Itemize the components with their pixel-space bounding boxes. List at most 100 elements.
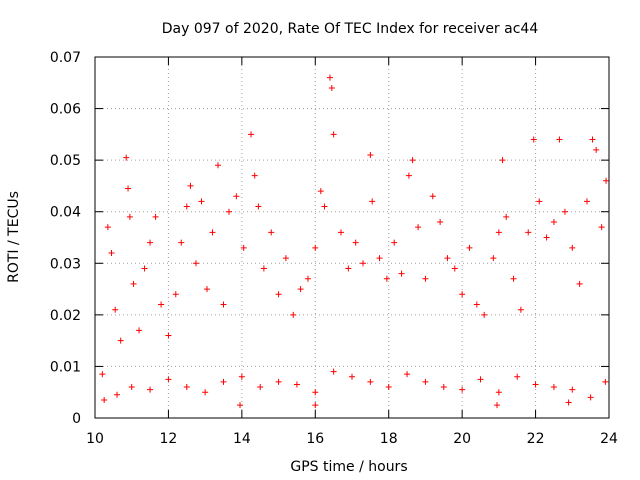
data-point xyxy=(304,275,311,282)
data-point xyxy=(147,239,154,246)
y-axis-label: ROTI / TECUs xyxy=(6,191,22,283)
data-point xyxy=(126,213,133,220)
data-point xyxy=(192,260,199,267)
data-point xyxy=(409,157,416,164)
data-point xyxy=(444,255,451,262)
data-point xyxy=(312,402,319,409)
data-point xyxy=(598,224,605,231)
data-point xyxy=(128,384,135,391)
data-point xyxy=(187,182,194,189)
data-point xyxy=(251,172,258,179)
data-point xyxy=(530,136,537,143)
grid-lines xyxy=(95,57,609,418)
data-point xyxy=(328,84,335,91)
data-point xyxy=(499,157,506,164)
data-point xyxy=(317,188,324,195)
chart-title: Day 097 of 2020, Rate Of TEC Index for r… xyxy=(162,21,539,37)
data-point xyxy=(437,219,444,226)
y-tick-label: 0.06 xyxy=(50,102,81,118)
data-point xyxy=(602,378,609,385)
data-point xyxy=(147,386,154,393)
x-tick-label: 20 xyxy=(453,431,471,447)
x-tick-label: 16 xyxy=(306,431,324,447)
data-point xyxy=(260,265,267,272)
data-point xyxy=(398,270,405,277)
data-point xyxy=(415,224,422,231)
data-point xyxy=(495,229,502,236)
data-point xyxy=(536,198,543,205)
data-point xyxy=(123,154,130,161)
data-point xyxy=(383,275,390,282)
data-point xyxy=(459,386,466,393)
data-point xyxy=(165,332,172,339)
data-point xyxy=(337,229,344,236)
data-point xyxy=(514,373,521,380)
data-point xyxy=(503,213,510,220)
x-tick-label: 22 xyxy=(527,431,545,447)
data-point xyxy=(237,402,244,409)
data-point xyxy=(125,185,132,192)
data-point xyxy=(369,198,376,205)
data-point xyxy=(490,255,497,262)
data-point xyxy=(255,203,262,210)
data-point xyxy=(440,384,447,391)
data-point xyxy=(321,203,328,210)
data-point xyxy=(360,260,367,267)
x-tick-label: 14 xyxy=(233,431,251,447)
data-point xyxy=(165,376,172,383)
data-point xyxy=(220,301,227,308)
data-point xyxy=(183,203,190,210)
y-tick-label: 0.02 xyxy=(50,308,81,324)
data-point xyxy=(459,291,466,298)
y-tick-label: 0.07 xyxy=(50,50,81,66)
data-point xyxy=(117,337,124,344)
data-point xyxy=(312,389,319,396)
data-point xyxy=(466,244,473,251)
data-point xyxy=(238,373,245,380)
data-point xyxy=(257,384,264,391)
data-point xyxy=(473,301,480,308)
data-point xyxy=(108,249,115,256)
y-tick-label: 0.05 xyxy=(50,153,81,169)
x-tick-labels: 10 12 14 16 18 20 22 24 xyxy=(86,431,618,447)
data-point xyxy=(550,384,557,391)
data-point xyxy=(405,172,412,179)
data-point xyxy=(214,162,221,169)
x-axis-label: GPS time / hours xyxy=(290,459,407,475)
data-point xyxy=(569,244,576,251)
data-point xyxy=(275,291,282,298)
data-point xyxy=(152,213,159,220)
data-point xyxy=(130,280,137,287)
data-point xyxy=(587,394,594,401)
x-tick-label: 10 xyxy=(86,431,104,447)
data-point xyxy=(565,399,572,406)
data-point xyxy=(556,136,563,143)
data-point xyxy=(477,376,484,383)
data-point xyxy=(391,239,398,246)
data-point xyxy=(112,306,119,313)
data-point xyxy=(233,193,240,200)
data-point xyxy=(136,327,143,334)
data-point xyxy=(209,229,216,236)
data-point xyxy=(429,193,436,200)
data-point xyxy=(220,378,227,385)
data-point xyxy=(583,198,590,205)
plot-frame xyxy=(94,56,610,419)
data-point xyxy=(275,378,282,385)
data-point xyxy=(330,368,337,375)
x-tick-label: 24 xyxy=(600,431,618,447)
data-point xyxy=(282,255,289,262)
data-point xyxy=(326,74,333,81)
data-point xyxy=(104,224,111,231)
axis-ticks xyxy=(94,56,610,419)
data-point xyxy=(178,239,185,246)
data-point xyxy=(422,378,429,385)
data-point xyxy=(352,239,359,246)
data-point xyxy=(202,389,209,396)
data-point xyxy=(183,384,190,391)
data-point xyxy=(198,198,205,205)
data-point xyxy=(561,208,568,215)
data-point xyxy=(550,219,557,226)
data-point xyxy=(494,402,501,409)
data-point xyxy=(226,208,233,215)
